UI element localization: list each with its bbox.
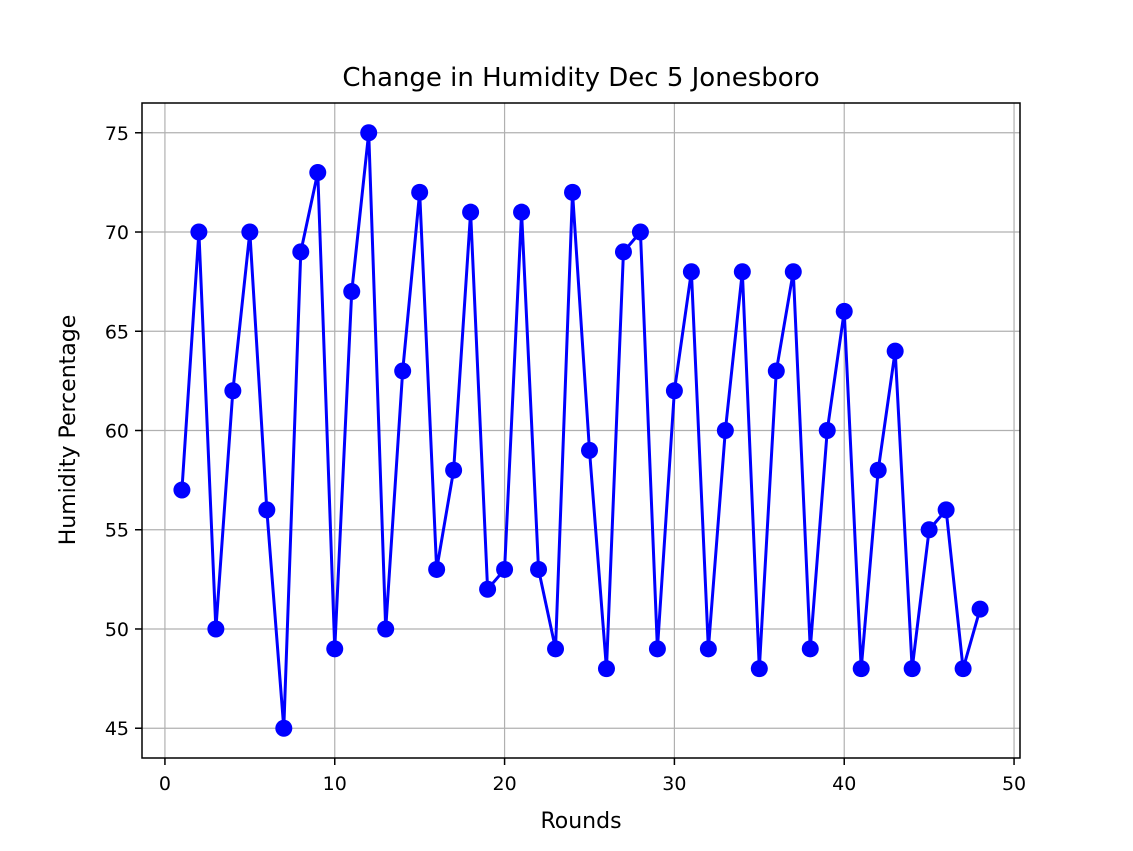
data-point — [665, 382, 683, 400]
data-point — [750, 660, 768, 678]
data-point — [292, 243, 310, 261]
data-point — [648, 640, 666, 658]
data-point — [818, 422, 836, 439]
y-tick-label: 65 — [105, 321, 129, 343]
data-point — [462, 203, 480, 221]
x-tick-label: 20 — [492, 773, 516, 795]
data-point — [699, 640, 717, 658]
data-point — [326, 640, 344, 658]
data-point — [852, 660, 870, 678]
x-tick-label: 30 — [662, 773, 686, 795]
data-point — [564, 183, 582, 201]
data-point — [479, 580, 497, 598]
data-point — [767, 362, 785, 380]
data-point — [190, 223, 208, 241]
data-point — [428, 560, 446, 578]
x-axis-label: Rounds — [540, 809, 621, 834]
data-point — [784, 263, 802, 281]
data-point — [682, 263, 700, 281]
data-point — [309, 163, 327, 181]
grid-lines — [142, 103, 1020, 758]
chart-title: Change in Humidity Dec 5 Jonesboro — [342, 63, 819, 93]
series-humidity — [173, 124, 989, 737]
data-point — [954, 660, 972, 678]
data-point — [224, 382, 242, 400]
data-point — [530, 560, 548, 578]
data-point — [801, 640, 819, 658]
data-point — [580, 441, 598, 459]
y-tick-label: 70 — [105, 222, 129, 244]
data-point — [886, 342, 904, 360]
x-tick-label: 50 — [1002, 773, 1026, 795]
data-point — [241, 223, 259, 241]
data-point — [258, 501, 276, 519]
y-tick-label: 75 — [105, 123, 129, 145]
data-point — [207, 620, 225, 638]
data-point — [631, 223, 649, 241]
data-point — [597, 660, 615, 678]
y-tick-label: 60 — [105, 421, 129, 443]
axis-ticks: 0 10 20 30 40 50 45 50 55 60 65 70 75 — [105, 123, 1026, 795]
data-point — [513, 203, 531, 221]
x-tick-label: 0 — [159, 773, 171, 795]
data-point — [496, 560, 514, 578]
series-line — [180, 131, 982, 730]
data-point — [173, 481, 191, 499]
data-point — [343, 283, 361, 301]
data-point — [716, 422, 734, 439]
data-point — [869, 461, 887, 479]
data-point — [547, 640, 565, 658]
x-tick-label: 40 — [832, 773, 856, 795]
x-tick-label: 10 — [323, 773, 347, 795]
data-point — [360, 124, 378, 142]
data-point — [394, 362, 412, 380]
data-point — [377, 620, 395, 638]
data-point — [903, 660, 921, 678]
y-tick-label: 45 — [105, 718, 129, 740]
y-axis-label: Humidity Percentage — [56, 315, 81, 546]
y-tick-label: 55 — [105, 520, 129, 542]
data-point — [411, 183, 429, 201]
data-point — [937, 501, 955, 519]
data-point — [920, 521, 938, 539]
data-point — [614, 243, 632, 261]
y-tick-label: 50 — [105, 619, 129, 641]
data-point — [733, 263, 751, 281]
data-point — [445, 461, 463, 479]
plot-frame — [141, 102, 1021, 759]
data-point — [275, 719, 293, 737]
data-point — [835, 302, 853, 320]
data-point — [971, 600, 989, 618]
